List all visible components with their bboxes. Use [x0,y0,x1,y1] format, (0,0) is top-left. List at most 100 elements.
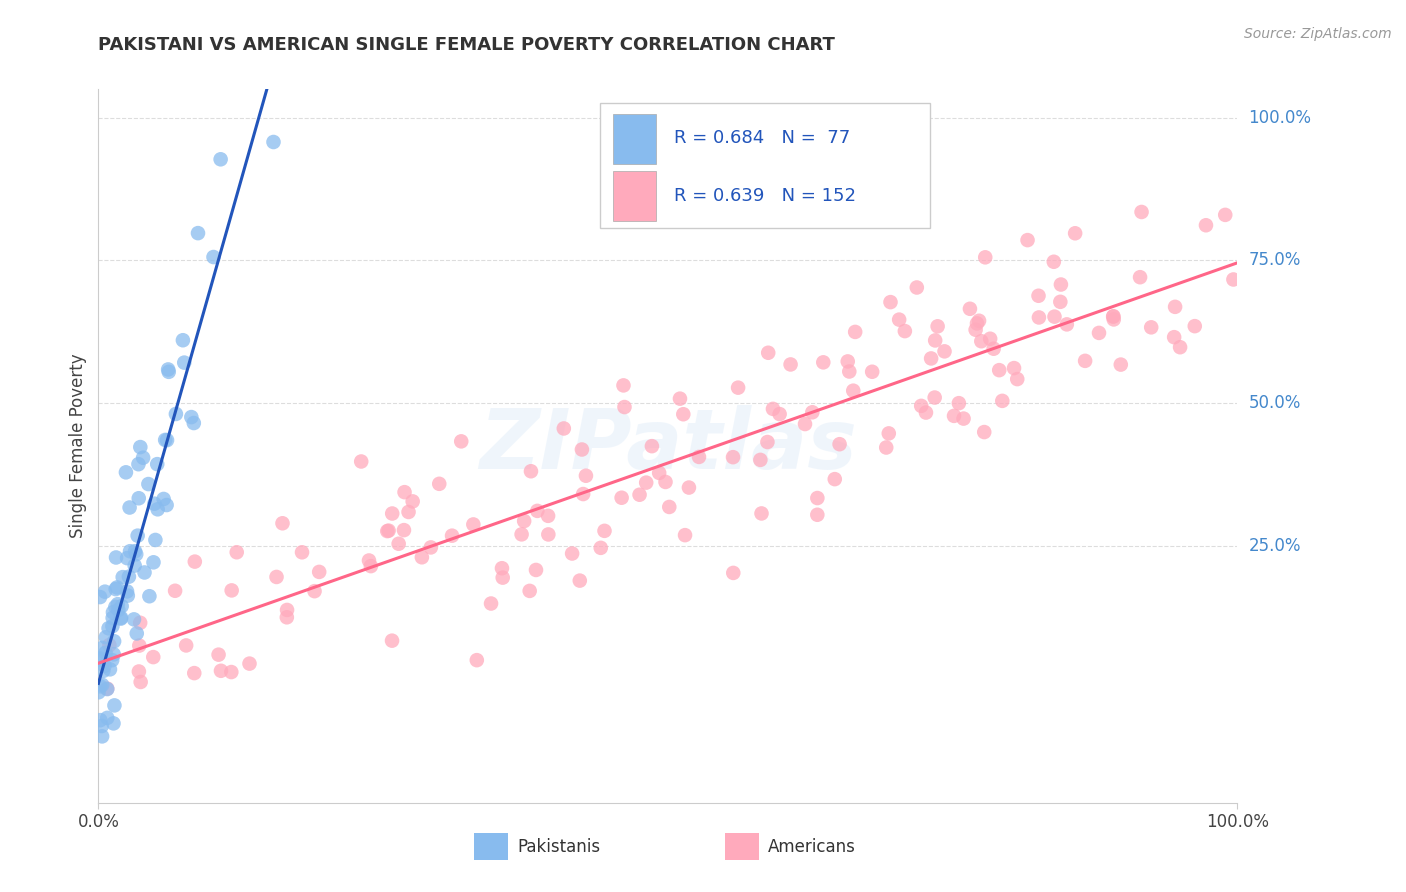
Point [756,345,779,359]
Text: Americans: Americans [768,838,856,856]
Point [924,334,946,348]
Point [266,570,288,584]
Point [134,566,156,580]
Point [648,466,671,480]
Point [132,450,155,465]
Point [129,615,152,630]
Point [593,524,616,538]
Point [145,533,167,547]
Point [107,597,129,611]
Point [124,558,146,573]
Point [983,342,1005,356]
Point [93,658,115,673]
Point [111,599,134,614]
Point [967,314,990,328]
Point [943,409,966,423]
Text: R = 0.684   N =  77: R = 0.684 N = 77 [673,128,849,146]
Point [749,453,772,467]
Point [128,665,150,679]
Point [115,584,138,599]
Point [756,435,779,450]
FancyBboxPatch shape [613,114,657,164]
Point [537,527,560,541]
Point [221,583,243,598]
Point [125,626,148,640]
Point [209,153,232,167]
Point [157,365,180,379]
Point [1074,354,1097,368]
Point [879,295,901,310]
Point [1213,208,1236,222]
Point [101,653,124,667]
Point [115,551,138,566]
Point [673,528,696,542]
Point [1163,330,1185,344]
Point [87,685,110,699]
Point [118,569,141,583]
Point [768,407,790,421]
Point [915,406,938,420]
Point [89,652,111,666]
Point [124,544,146,558]
Point [628,488,651,502]
Point [172,333,194,347]
Point [824,472,846,486]
Point [127,529,149,543]
Point [118,500,141,515]
Point [1102,310,1125,324]
Point [751,507,773,521]
Point [209,664,232,678]
Point [966,317,988,331]
Point [612,378,634,392]
Point [91,664,114,678]
Point [276,610,298,624]
Point [1102,310,1125,324]
Point [970,334,993,349]
Point [844,325,866,339]
Point [94,646,117,660]
Point [122,612,145,626]
Point [441,529,464,543]
Point [110,612,132,626]
Point [91,730,114,744]
Point [89,590,111,604]
Point [101,611,124,625]
Text: 50.0%: 50.0% [1249,394,1301,412]
Point [165,583,187,598]
Point [1222,272,1244,286]
Point [721,450,744,465]
Point [1109,358,1132,372]
Point [828,437,851,451]
Point [183,416,205,430]
Point [394,485,416,500]
Point [138,477,160,491]
Point [156,433,179,447]
Point [450,434,472,449]
Point [636,475,658,490]
Point [952,411,974,425]
Point [589,541,612,555]
Point [1050,277,1073,292]
Point [101,605,124,619]
Point [419,541,441,555]
Point [924,391,946,405]
Point [492,571,515,585]
Point [291,545,314,559]
Point [860,365,883,379]
Point [1168,340,1191,354]
Point [948,396,970,410]
Point [103,716,125,731]
Point [350,454,373,468]
FancyBboxPatch shape [725,833,759,860]
Point [96,681,118,696]
Point [98,638,121,652]
Point [519,583,541,598]
Point [98,662,121,676]
Point [101,619,124,633]
Point [838,364,860,378]
Point [127,457,149,471]
Point [360,559,382,574]
Point [920,351,942,366]
Point [877,426,900,441]
Point [308,565,330,579]
